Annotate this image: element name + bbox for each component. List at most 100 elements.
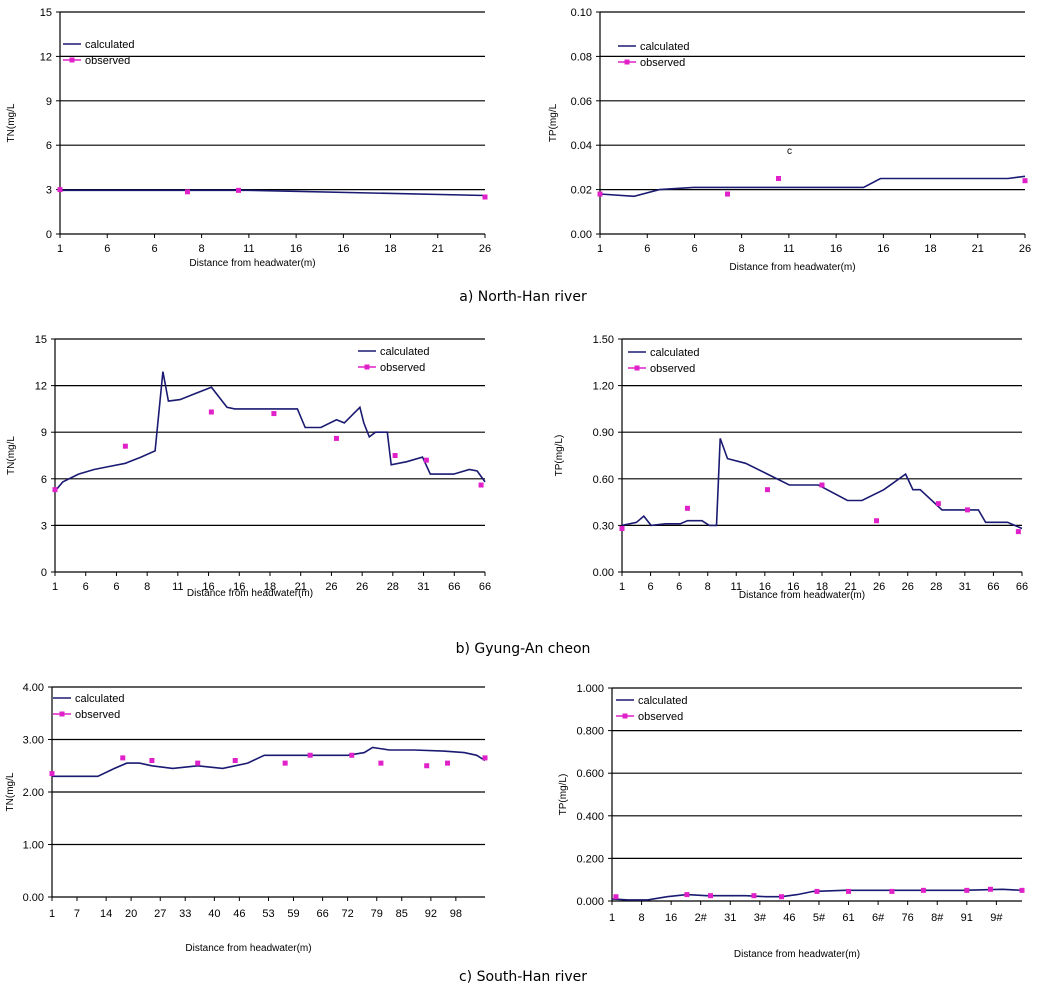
legend-swatch-observed <box>622 713 628 719</box>
x-tick-label: 6 <box>104 243 110 255</box>
chart-tp-gyung-an: 0.000.300.600.901.201.501 6 6 8 11 16 16 18 21 26… <box>554 334 1028 601</box>
series-line-calculated <box>621 438 1023 530</box>
data-point-observed <box>889 888 895 894</box>
x-tick-label: 6 <box>83 581 89 593</box>
x-tick-label: 26 <box>356 581 368 593</box>
x-tick-label: 46 <box>233 908 245 920</box>
x-tick-label: 66 <box>987 581 999 593</box>
x-tick-label: 21 <box>295 581 307 593</box>
data-point-observed <box>964 887 970 893</box>
y-tick-label: 6 <box>41 474 47 486</box>
data-point-observed <box>597 191 603 197</box>
data-point-observed <box>482 194 488 200</box>
x-tick-label: 8 <box>639 912 645 924</box>
series-line-calculated <box>60 189 486 197</box>
x-tick-label: 16 <box>787 581 799 593</box>
data-point-observed <box>764 487 770 493</box>
data-point-observed <box>1022 178 1028 184</box>
y-tick-label: 0.000 <box>576 896 604 908</box>
y-tick-label: 0.800 <box>576 726 604 738</box>
x-axis-label: Distance from headwater(m) <box>739 590 865 601</box>
legend: calculated observed <box>618 41 690 69</box>
x-tick-label: 66 <box>448 581 460 593</box>
x-tick-label: 6 <box>648 581 654 593</box>
legend: calculated observed <box>358 346 430 374</box>
x-tick-label: 18 <box>924 243 936 255</box>
legend-entry-observed: observed <box>380 362 425 374</box>
x-tick-label: 31 <box>417 581 429 593</box>
data-point-observed <box>349 752 355 758</box>
x-tick-label: 79 <box>371 908 383 920</box>
legend-entry-observed: observed <box>650 363 695 375</box>
y-tick-label: 15 <box>40 7 52 19</box>
x-tick-label: 31 <box>724 912 736 924</box>
data-point-observed <box>52 487 58 493</box>
data-point-observed <box>779 894 785 900</box>
x-tick-label: 26 <box>325 581 337 593</box>
x-tick-label: 8 <box>705 581 711 593</box>
legend-entry-observed: observed <box>85 55 130 67</box>
y-tick-label: 0.00 <box>593 567 614 579</box>
data-point-observed <box>122 443 128 449</box>
x-tick-label: 8 <box>739 243 745 255</box>
x-tick-label: 21 <box>432 243 444 255</box>
x-tick-label: 8 <box>199 243 205 255</box>
y-tick-label: 3.00 <box>23 735 44 747</box>
x-tick-label: 8 <box>144 581 150 593</box>
data-point-observed <box>392 453 398 458</box>
x-tick-label: 16 <box>759 581 771 593</box>
x-tick-label: 16 <box>233 581 245 593</box>
x-tick-label: 26 <box>902 581 914 593</box>
data-point-observed <box>751 893 757 899</box>
x-tick-label: 46 <box>783 912 795 924</box>
x-tick-label: 16 <box>337 243 349 255</box>
x-tick-label: 6# <box>872 912 885 924</box>
y-axis-label: TP(mg/L) <box>558 774 569 816</box>
data-point-observed <box>684 505 690 511</box>
x-tick-label: 16 <box>830 243 842 255</box>
x-tick-label: 16 <box>290 243 302 255</box>
caption-gyung-an: b) Gyung-An cheon <box>455 641 591 657</box>
data-point-observed <box>333 435 339 441</box>
legend-entry-observed: observed <box>640 57 685 69</box>
y-tick-label: 1.50 <box>593 334 614 346</box>
x-axis-label: Distance from headwater(m) <box>734 949 860 960</box>
legend-entry-calculated: calculated <box>638 695 688 707</box>
y-tick-label: 0.00 <box>23 892 44 904</box>
series-line-calculated <box>599 175 1026 198</box>
y-tick-label: 1.00 <box>23 840 44 852</box>
y-tick-label: 3 <box>46 185 52 197</box>
y-tick-label: 12 <box>40 51 52 63</box>
y-tick-label: 0.90 <box>593 427 614 439</box>
data-point-observed <box>684 892 690 898</box>
y-axis-label: TN(mg/L <box>6 103 17 142</box>
legend: calculated observed <box>53 693 125 721</box>
x-tick-label: 72 <box>341 908 353 920</box>
x-tick-label: 6 <box>151 243 157 255</box>
data-point-observed <box>185 189 190 195</box>
x-tick-label: 27 <box>154 908 166 920</box>
data-point-observed <box>920 887 926 893</box>
legend-entry-calculated: calculated <box>380 346 430 358</box>
y-tick-label: 1.000 <box>576 683 604 695</box>
x-tick-label: 66 <box>1016 581 1028 593</box>
x-tick-label: 1 <box>52 581 58 593</box>
x-axis-label: Distance from headwater(m) <box>729 262 855 273</box>
y-tick-label: 0.04 <box>571 140 592 152</box>
x-tick-label: 3# <box>754 912 767 924</box>
y-tick-label: 0 <box>41 567 47 579</box>
x-tick-label: 1 <box>619 581 625 593</box>
data-point-observed <box>613 894 619 900</box>
annotation-label: c <box>787 146 792 157</box>
data-point-observed <box>814 888 820 894</box>
x-tick-label: 9# <box>990 912 1003 924</box>
data-point-observed <box>935 501 941 507</box>
data-point-observed <box>232 758 238 763</box>
y-tick-label: 15 <box>35 334 47 346</box>
x-tick-label: 16 <box>202 581 214 593</box>
y-tick-label: 0.06 <box>571 96 592 108</box>
x-tick-label: 92 <box>425 908 437 920</box>
legend-entry-calculated: calculated <box>640 41 690 53</box>
data-point-observed <box>1019 887 1025 893</box>
